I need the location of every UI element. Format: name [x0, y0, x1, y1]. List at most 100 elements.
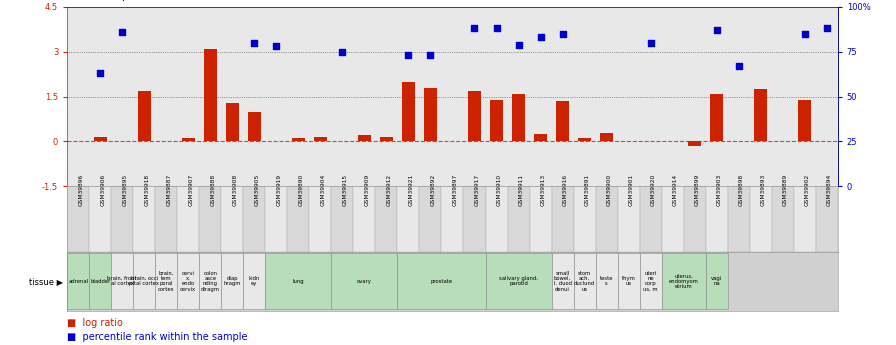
Bar	[155, 186, 177, 252]
Bar	[221, 186, 244, 252]
Text: GSM39897: GSM39897	[452, 174, 458, 206]
Text: GSM39918: GSM39918	[144, 174, 150, 206]
Bar	[265, 253, 332, 309]
Text: GSM39899: GSM39899	[694, 174, 700, 206]
Text: GSM39920: GSM39920	[650, 174, 656, 206]
Text: GSM39915: GSM39915	[342, 174, 348, 206]
Bar	[750, 186, 771, 252]
Point	[269, 43, 283, 49]
Text: GSM39888: GSM39888	[211, 174, 215, 206]
Bar	[332, 253, 398, 309]
Text: uterus,
endomyom
etrium: uterus, endomyom etrium	[668, 273, 699, 289]
Text: GSM39921: GSM39921	[409, 174, 413, 206]
Bar	[93, 137, 107, 141]
Point	[423, 52, 437, 58]
Bar	[490, 100, 504, 141]
Text: adrenal: adrenal	[68, 279, 89, 284]
Text: GSM39898: GSM39898	[738, 174, 744, 206]
Bar	[710, 93, 723, 141]
Bar	[688, 141, 702, 146]
Point	[401, 52, 416, 58]
Point	[489, 26, 504, 31]
Text: uteri
ne
corp
us, m: uteri ne corp us, m	[643, 270, 658, 292]
Text: GSM39907: GSM39907	[188, 174, 194, 206]
Text: brain, occi
pital cortex: brain, occi pital cortex	[129, 276, 159, 286]
Text: GSM39894: GSM39894	[827, 174, 831, 206]
Point	[710, 28, 724, 33]
Text: GSM39900: GSM39900	[607, 174, 612, 206]
Bar	[111, 253, 134, 309]
Bar	[573, 186, 596, 252]
Bar	[244, 253, 265, 309]
Text: GSM39890: GSM39890	[298, 174, 304, 206]
Bar	[661, 253, 706, 309]
Text: GSM39916: GSM39916	[563, 174, 567, 206]
Bar	[401, 82, 415, 141]
Bar	[798, 100, 812, 141]
Text: GSM39905: GSM39905	[254, 174, 259, 206]
Bar	[794, 186, 815, 252]
Bar	[706, 186, 728, 252]
Bar	[288, 186, 309, 252]
Text: GSM39911: GSM39911	[519, 174, 523, 206]
Bar	[244, 186, 265, 252]
Bar	[380, 137, 393, 141]
Bar	[226, 102, 239, 141]
Bar	[617, 186, 640, 252]
Text: small
bowel,
l. duod
denui: small bowel, l. duod denui	[554, 270, 572, 292]
Text: GDS1085 / 12104: GDS1085 / 12104	[67, 0, 166, 2]
Bar	[221, 253, 244, 309]
Point	[468, 26, 482, 31]
Bar	[398, 253, 486, 309]
Text: ovary: ovary	[357, 279, 372, 284]
Point	[247, 40, 262, 46]
Text: tissue ▶: tissue ▶	[29, 277, 63, 286]
Text: GSM39896: GSM39896	[78, 174, 83, 206]
Bar	[771, 186, 794, 252]
Text: lung: lung	[293, 279, 304, 284]
Bar	[552, 186, 573, 252]
Text: stom
ach,
duclund
us: stom ach, duclund us	[574, 270, 595, 292]
Text: diap
hragm: diap hragm	[224, 276, 241, 286]
Bar	[661, 186, 684, 252]
Text: salivary gland,
parotid: salivary gland, parotid	[499, 276, 538, 286]
Text: GSM39914: GSM39914	[673, 174, 677, 206]
Bar	[596, 186, 617, 252]
Bar	[90, 253, 111, 309]
Bar	[534, 134, 547, 141]
Text: GSM39917: GSM39917	[475, 174, 479, 206]
Bar	[573, 253, 596, 309]
Bar	[375, 186, 398, 252]
Bar	[556, 101, 569, 141]
Bar	[486, 253, 552, 309]
Text: thym
us: thym us	[622, 276, 635, 286]
Bar	[314, 137, 327, 141]
Bar	[468, 91, 481, 141]
Bar	[486, 186, 507, 252]
Bar	[67, 253, 90, 309]
Text: brain,
tem
poral
cortex: brain, tem poral cortex	[158, 270, 175, 292]
Point	[556, 31, 570, 37]
Bar	[419, 186, 442, 252]
Bar	[640, 253, 661, 309]
Bar	[138, 91, 151, 141]
Bar	[754, 89, 767, 141]
Point	[335, 49, 349, 55]
Bar	[67, 186, 90, 252]
Text: GSM39893: GSM39893	[761, 174, 766, 206]
Bar	[640, 186, 661, 252]
Text: vagi
na: vagi na	[711, 276, 722, 286]
Text: GSM39903: GSM39903	[717, 174, 721, 206]
Bar	[512, 93, 525, 141]
Point	[93, 70, 108, 76]
Text: GSM39912: GSM39912	[386, 174, 392, 206]
Bar	[398, 186, 419, 252]
Text: GSM39891: GSM39891	[584, 174, 590, 206]
Bar	[463, 186, 486, 252]
Bar	[199, 253, 221, 309]
Bar	[728, 186, 750, 252]
Bar	[155, 253, 177, 309]
Bar	[265, 186, 288, 252]
Bar	[684, 186, 706, 252]
Point	[797, 31, 812, 37]
